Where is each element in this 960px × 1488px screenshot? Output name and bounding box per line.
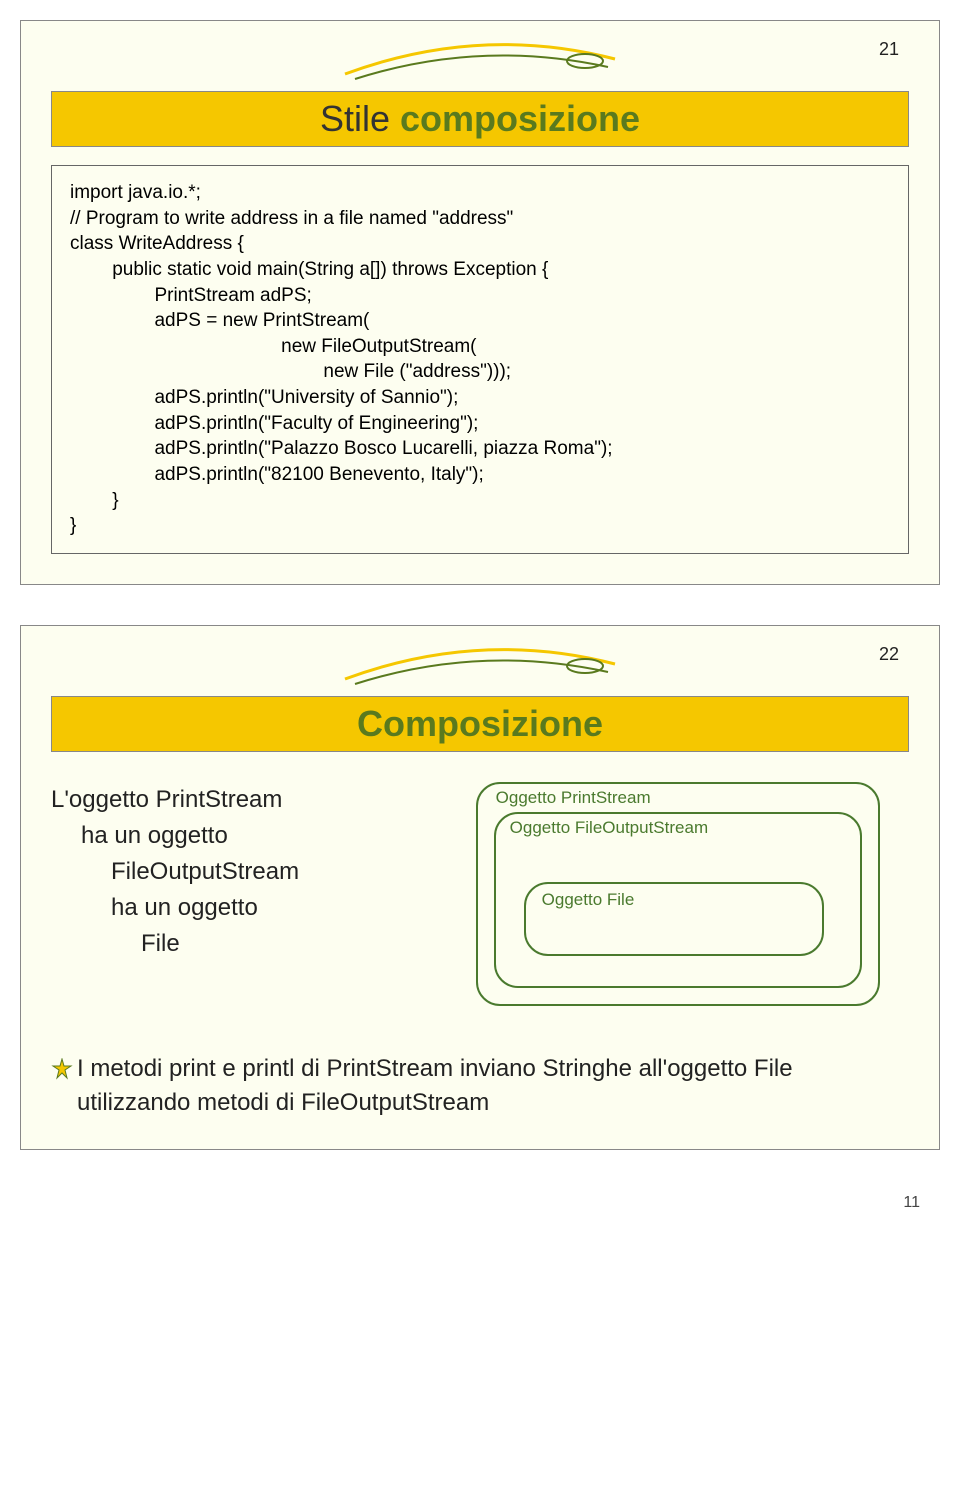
text-line: ha un oggetto (51, 818, 446, 854)
diagram-outer-label: Oggetto PrintStream (496, 788, 651, 808)
title-text-accent: composizione (400, 98, 640, 139)
footer-page-number: 11 (0, 1190, 960, 1232)
page-number: 22 (879, 644, 899, 665)
content-row: L'oggetto PrintStream ha un oggetto File… (51, 782, 909, 1022)
text-line: File (51, 926, 446, 962)
diagram-inner-label: Oggetto File (542, 890, 635, 910)
page-number: 21 (879, 39, 899, 60)
title-text-plain: Stile (320, 98, 400, 139)
slide-1: 21 Stile composizione import java.io.*; … (20, 20, 940, 585)
text-line: FileOutputStream (51, 854, 446, 890)
text-line: L'oggetto PrintStream (51, 782, 446, 818)
code-block: import java.io.*; // Program to write ad… (51, 165, 909, 554)
star-bullet-icon (51, 1056, 77, 1090)
slide-2: 22 Composizione L'oggetto PrintStream ha… (20, 625, 940, 1150)
text-line: ha un oggetto (51, 890, 446, 926)
code-content: import java.io.*; // Program to write ad… (70, 180, 890, 539)
title-text: Composizione (357, 703, 603, 744)
swoosh-decoration-icon (340, 29, 620, 84)
swoosh-decoration-icon (340, 634, 620, 689)
nested-objects-diagram: Oggetto PrintStream Oggetto FileOutputSt… (476, 782, 909, 1022)
slide-title-bar: Stile composizione (51, 91, 909, 147)
diagram-middle-label: Oggetto FileOutputStream (510, 818, 708, 838)
bullet-point: I metodi print e printl di PrintStream i… (51, 1052, 909, 1119)
bullet-text: I metodi print e printl di PrintStream i… (77, 1052, 909, 1119)
composition-text: L'oggetto PrintStream ha un oggetto File… (51, 782, 446, 1022)
slide-title-bar: Composizione (51, 696, 909, 752)
